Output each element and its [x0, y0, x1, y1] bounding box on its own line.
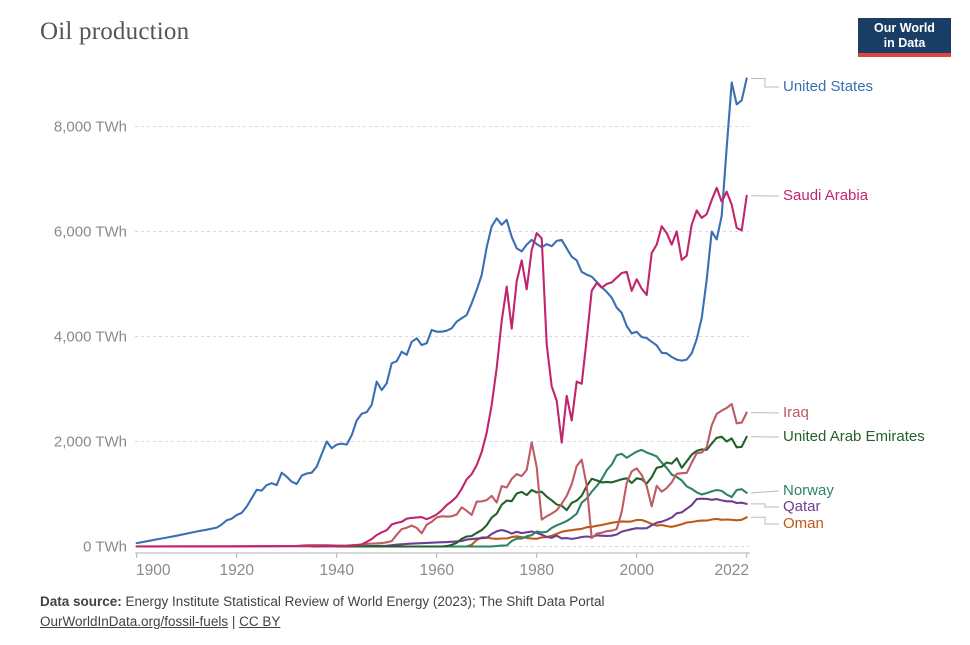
cc-by-link[interactable]: CC BY [239, 614, 281, 629]
owid-fossil-fuels-link[interactable]: OurWorldInData.org/fossil-fuels [40, 614, 229, 629]
y-axis-tick-label: 2,000 TWh [54, 434, 127, 451]
x-axis-tick-label: 1960 [419, 562, 454, 579]
series-line-united-states [135, 77, 748, 545]
legend-connector [751, 77, 779, 88]
y-axis-tick-label: 8,000 TWh [54, 119, 127, 136]
data-source-label: Data source: [40, 594, 122, 609]
legend-label-iraq[interactable]: Iraq [783, 404, 809, 421]
y-axis-tick-label: 6,000 TWh [54, 224, 127, 241]
series-line-iraq [135, 402, 748, 548]
page-title: Oil production [40, 18, 190, 45]
legend-label-united-states[interactable]: United States [783, 78, 874, 95]
x-axis-tick-label: 1940 [319, 562, 354, 579]
owid-logo: Our World in Data [858, 18, 951, 57]
legend-label-saudi-arabia[interactable]: Saudi Arabia [783, 187, 869, 204]
legend-label-united-arab-emirates[interactable]: United Arab Emirates [783, 428, 925, 445]
x-axis-tick-label: 1900 [136, 562, 171, 579]
legend-connector [751, 516, 779, 525]
legend-label-oman[interactable]: Oman [783, 515, 824, 532]
y-axis-tick-label: 4,000 TWh [54, 329, 127, 346]
owid-logo-line2: in Data [883, 35, 926, 50]
line-chart: 0 TWh 2,000 TWh 4,000 TWh 6,000 TWh 8,000 TW… [54, 77, 780, 579]
series-line-united-arab-emirates [335, 435, 748, 548]
footer-separator: | [228, 614, 240, 629]
legend-label-qatar[interactable]: Qatar [783, 498, 821, 515]
series-line-norway [335, 448, 748, 548]
data-source-line: Data source: Energy Institute Statistica… [40, 592, 800, 612]
footer: Data source: Energy Institute Statistica… [40, 592, 800, 632]
data-source-text: Energy Institute Statistical Review of W… [121, 594, 605, 609]
x-axis-tick-label: 2000 [619, 562, 654, 579]
legend-connector [751, 503, 779, 508]
x-axis-tick-label: 1920 [219, 562, 254, 579]
series-line-oman [335, 516, 748, 548]
y-axis-tick-label: 0 TWh [83, 539, 127, 556]
owid-logo-line1: Our World [874, 20, 935, 35]
x-axis-tick-label: 2022 [715, 562, 749, 579]
series-line-saudi-arabia [135, 186, 748, 548]
legend-connector [750, 490, 780, 494]
x-axis-tick-label: 1980 [519, 562, 554, 579]
footer-links-line: OurWorldInData.org/fossil-fuels | CC BY [40, 612, 800, 632]
series-line-qatar [310, 497, 748, 548]
legend-label-norway[interactable]: Norway [783, 482, 834, 499]
